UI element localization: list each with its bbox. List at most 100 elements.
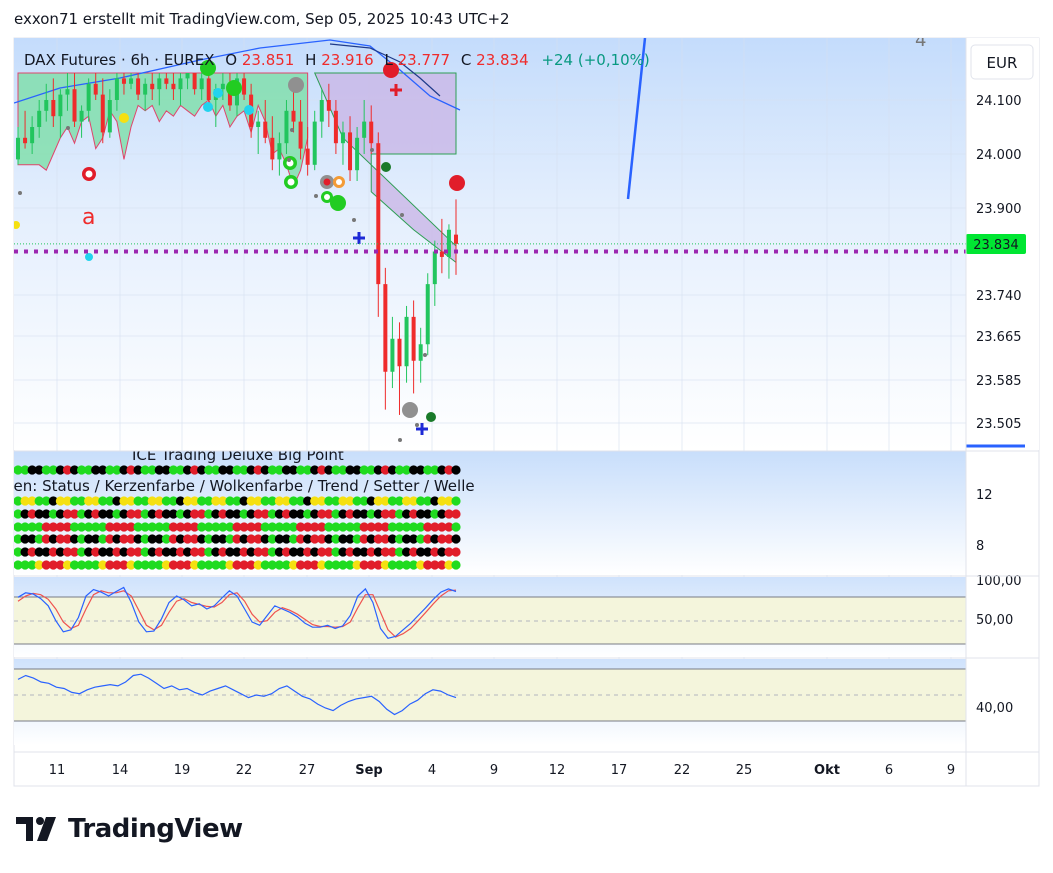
indicator-dot [175, 496, 186, 506]
candle-body [107, 100, 112, 133]
candle-body [206, 78, 211, 100]
candle-body [298, 121, 303, 149]
indicator-dot [211, 547, 221, 557]
signal-dot [288, 77, 304, 93]
indicator-dot [168, 560, 179, 570]
indicator-dot [331, 465, 341, 475]
candle-body [439, 251, 444, 257]
signal-dot [14, 221, 20, 229]
indicator-dot [147, 534, 157, 544]
indicator-dot [437, 560, 447, 570]
indicator-dot [225, 496, 235, 506]
indicator-dot [197, 534, 207, 544]
time-axis-ticks: 11 14 19 22 27 Sep 4 9 12 17 22 25 Okt 6 9 [49, 763, 955, 778]
signal-small-dot [66, 126, 70, 130]
legend-open: 23.851 [242, 51, 295, 69]
indicator-dot [274, 547, 284, 557]
indicator-dot [394, 560, 405, 570]
legend-high-label: H [305, 51, 316, 69]
indicator-dot [126, 534, 136, 544]
indicator-dot [140, 465, 150, 475]
tradingview-logo[interactable]: TradingView [16, 814, 243, 844]
indicator-dot [281, 522, 292, 532]
currency-button[interactable] [970, 44, 1034, 80]
price-tick-label: 23.585 [976, 374, 1022, 389]
indicator-dot [338, 496, 348, 506]
indicator-dot [119, 509, 129, 519]
indicator-dot [27, 534, 37, 544]
candle-body [51, 100, 56, 117]
legend-symbol[interactable]: DAX Futures · 6h · EUREX [24, 51, 214, 69]
candle-body [16, 137, 20, 160]
trading-chart[interactable]: 4 24.100 24.000 23.900 23.740 23.665 23.585 23… [0, 0, 1053, 800]
indicator-dot [345, 534, 355, 544]
stochastic-tick-label: 100,00 [976, 574, 1022, 589]
indicator-dot [211, 534, 221, 544]
drawing-trendline[interactable] [626, 38, 647, 200]
currency-button-label[interactable]: EUR [987, 54, 1018, 72]
indicator-dot [303, 560, 313, 570]
indicator-dot [303, 534, 313, 544]
indicator-dot [288, 496, 299, 506]
signal-dot [244, 105, 254, 115]
indicator-dot [76, 509, 87, 519]
indicator-dot [324, 465, 334, 475]
indicator-dot [34, 522, 44, 532]
indicator-dot [190, 534, 200, 544]
indicator-dot [112, 496, 122, 506]
indicator-dot [444, 547, 454, 557]
indicator-dot [204, 465, 214, 475]
indicator-dot [175, 547, 186, 557]
candle-body [326, 100, 331, 111]
indicator-dot [352, 465, 362, 475]
indicator-dot [303, 547, 313, 557]
indicator-dot [20, 465, 30, 475]
indicator-dot [380, 534, 390, 544]
indicator-dot [444, 534, 454, 544]
candle-body [72, 89, 77, 122]
indicator-dot [366, 522, 376, 532]
indicator-dot [218, 522, 228, 532]
indicator-dot [416, 560, 426, 570]
signal-dot [213, 88, 223, 98]
signal-small-dot [18, 191, 22, 195]
candle-body [171, 83, 176, 90]
indicator-dot [34, 547, 44, 557]
indicator-dot [373, 522, 383, 532]
signal-small-dot [415, 423, 419, 427]
indicator-dot [14, 560, 23, 570]
indicator-dot [352, 509, 362, 519]
indicator-dot [310, 534, 320, 544]
indicator-dot [310, 547, 320, 557]
time-tick-label: Okt [814, 763, 840, 778]
indicator-dot [20, 509, 30, 519]
indicator-dot [27, 560, 37, 570]
candle-body [340, 132, 345, 144]
candle-body [192, 73, 197, 90]
indicator-dot [27, 509, 37, 519]
indicator-dot [27, 465, 37, 475]
signal-dot [402, 402, 418, 418]
indicator-dot [253, 547, 263, 557]
indicator-rows-label: pen: Status / Kerzenfarbe / Wolkenfarbe … [4, 477, 475, 495]
indicator-dot [126, 560, 136, 570]
indicator-dot [387, 496, 398, 506]
indicator-dot [119, 547, 129, 557]
indicator-dot [239, 534, 249, 544]
indicator-dot [84, 547, 94, 557]
indicator-dot [274, 496, 284, 506]
signal-dot-center [324, 194, 330, 200]
indicator-dot [345, 465, 355, 475]
signal-small-dot [287, 158, 291, 162]
indicator-dot [41, 509, 51, 519]
indicator-dot [423, 522, 433, 532]
candle-body [418, 344, 423, 361]
signal-dot [85, 253, 93, 261]
candle-body [58, 94, 63, 117]
indicator-dot [430, 496, 440, 506]
candle-body [157, 78, 162, 90]
indicator-dot [147, 522, 157, 532]
signal-dot [449, 175, 465, 191]
indicator-dot [76, 547, 87, 557]
